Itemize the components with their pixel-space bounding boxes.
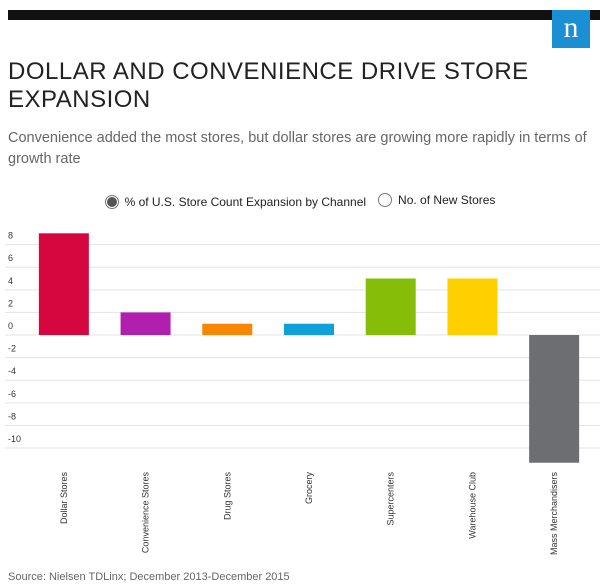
chart-title: DOLLAR AND CONVENIENCE DRIVE STORE EXPAN… [8,58,529,113]
toggle-label[interactable]: No. of New Stores [398,193,496,207]
y-tick-label: 4 [8,276,13,286]
x-tick-label: Mass Merchandisers [549,472,559,556]
y-tick-label: 6 [8,253,13,263]
y-tick-label: -4 [8,366,16,376]
radio-button[interactable] [378,193,393,207]
toggle-group: % of U.S. Store Count Expansion by Chann… [0,193,600,210]
y-tick-label: -8 [8,411,16,421]
chart-subtitle: Convenience added the most stores, but d… [8,130,587,167]
top-bar [8,10,600,20]
bar [447,278,498,336]
x-tick-label: Dollar Stores [59,472,69,525]
source-note: Source: Nielsen TDLinx; December 2013-De… [8,571,290,583]
bar [529,335,580,463]
y-tick-label: 8 [8,231,13,241]
bar [202,323,253,336]
bar [120,312,171,336]
x-tick-label: Warehouse Club [467,472,477,539]
toggle-option[interactable]: % of U.S. Store Count Expansion by Chann… [104,195,367,209]
y-tick-label: -2 [8,344,16,354]
bar [284,323,334,336]
y-tick-label: 0 [8,321,13,331]
radio-button[interactable] [104,195,119,209]
x-tick-label: Convenience Stores [141,472,151,554]
y-tick-label: -6 [8,389,16,399]
y-tick-label: -10 [8,434,21,444]
toggle-label[interactable]: % of U.S. Store Count Expansion by Chann… [124,195,367,209]
logo: n [552,10,590,48]
y-tick-label: 2 [8,298,13,308]
toggle-option[interactable]: No. of New Stores [378,193,495,207]
x-tick-label: Grocery [304,472,314,505]
x-tick-label: Drug Stores [222,472,232,521]
bar [365,278,416,336]
bar [38,233,89,336]
x-tick-label: Supercenters [386,472,396,526]
